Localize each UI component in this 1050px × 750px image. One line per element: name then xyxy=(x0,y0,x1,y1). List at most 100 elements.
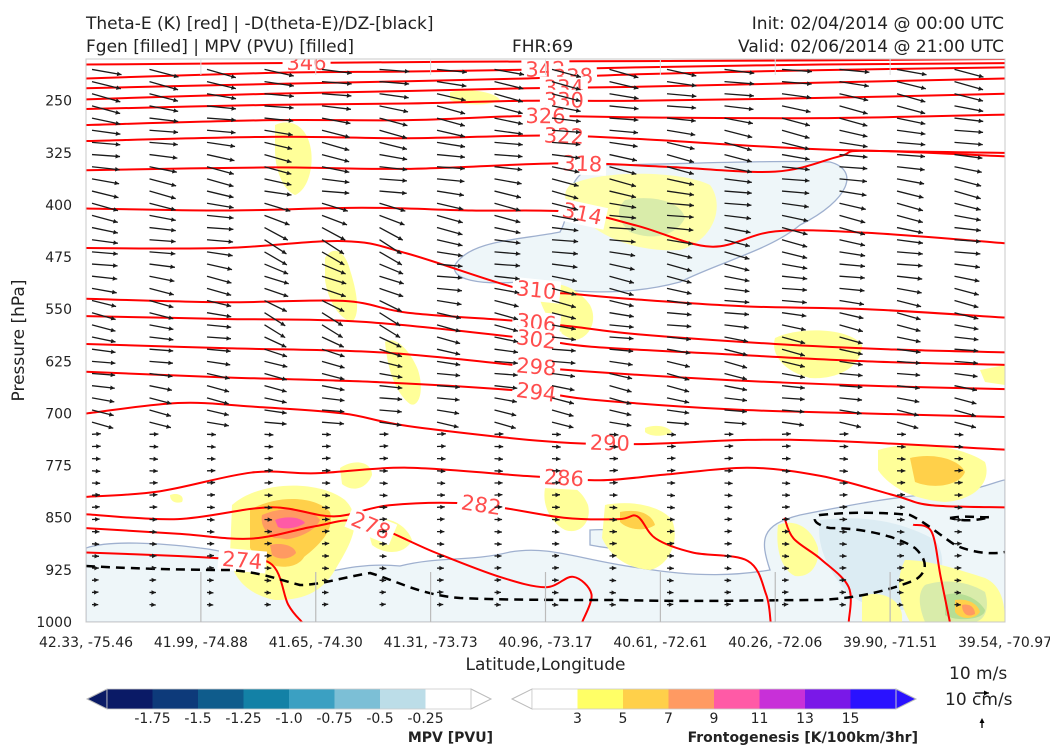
wind-vector xyxy=(321,480,331,486)
wind-vector xyxy=(609,444,619,449)
wind-vector xyxy=(896,541,905,547)
wind-vector xyxy=(206,421,229,428)
colorbar-swatch xyxy=(380,689,426,709)
wind-vector xyxy=(149,299,174,309)
wind-vector xyxy=(839,577,847,583)
wind-vector xyxy=(436,299,462,307)
wind-vector xyxy=(781,565,789,571)
wind-vector xyxy=(379,275,404,285)
wind-vector xyxy=(724,299,750,305)
wind-vector xyxy=(609,397,632,405)
wind-vector xyxy=(379,480,388,486)
wind-vector xyxy=(609,190,637,199)
wind-vector xyxy=(954,68,984,79)
wind-vector xyxy=(666,480,676,486)
wind-vector xyxy=(896,397,920,404)
wind-vector xyxy=(321,336,345,348)
wind-vector xyxy=(206,105,237,111)
y-tick-label: 850 xyxy=(45,511,72,527)
wind-vector xyxy=(436,263,463,269)
wind-vector xyxy=(206,226,234,232)
wind-vector xyxy=(551,432,561,437)
wind-vector xyxy=(91,275,118,281)
wind-vector xyxy=(954,93,984,103)
wind-vector xyxy=(379,602,386,607)
wind-vector xyxy=(494,299,519,308)
valid-time: Valid: 02/06/2014 @ 21:00 UTC xyxy=(738,37,1004,57)
wind-vector xyxy=(321,251,345,266)
wind-vector xyxy=(551,590,559,595)
theta-e-label: 346 xyxy=(286,51,326,75)
wind-vector xyxy=(781,251,808,260)
wind-vector xyxy=(666,251,693,260)
wind-vector xyxy=(264,190,292,197)
wind-vector xyxy=(896,553,905,559)
wind-vector xyxy=(91,577,99,583)
wind-vector xyxy=(379,239,402,255)
wind-vector xyxy=(781,117,811,127)
wind-vector xyxy=(206,336,232,341)
wind-vector xyxy=(494,372,518,378)
x-tick-label: 39.90, -71.51 xyxy=(843,635,937,651)
wind-vector xyxy=(494,324,519,333)
wind-vector xyxy=(666,372,690,381)
wind-vector xyxy=(436,336,461,345)
wind-vector xyxy=(839,287,865,293)
wind-vector xyxy=(91,529,100,534)
wind-vector xyxy=(666,68,697,78)
wind-vector xyxy=(954,312,979,320)
wind-vector xyxy=(379,421,402,427)
wind-vector xyxy=(379,202,406,212)
wind-vector xyxy=(379,505,388,510)
wind-vector xyxy=(264,480,273,486)
wind-vector xyxy=(839,263,866,269)
wind-vector xyxy=(321,153,350,163)
theta-e-contour xyxy=(86,149,1005,173)
wind-vector xyxy=(724,251,750,260)
wind-vector xyxy=(91,287,117,295)
wind-vector xyxy=(379,385,403,390)
wind-vector xyxy=(609,226,636,232)
wind-vector xyxy=(321,178,350,185)
wind-vector xyxy=(609,553,617,559)
theta-label-mask xyxy=(539,465,589,491)
wind-vector xyxy=(666,444,676,449)
wind-vector xyxy=(896,324,921,333)
wind-vector xyxy=(609,602,616,607)
wind-vector xyxy=(551,602,559,608)
wind-vector xyxy=(379,287,404,298)
wind-vector xyxy=(206,178,234,188)
wind-vector xyxy=(264,263,289,275)
wind-vector xyxy=(781,166,810,172)
wind-vector xyxy=(666,590,674,595)
wind-vector xyxy=(494,577,502,583)
wind-vector xyxy=(839,384,863,390)
wind-vector xyxy=(91,105,121,115)
wind-vector xyxy=(91,312,116,321)
wind-vector xyxy=(321,397,345,403)
wind-vector xyxy=(724,517,733,522)
wind-vector xyxy=(839,553,847,559)
wind-vector xyxy=(494,239,521,245)
wind-vector xyxy=(839,421,862,429)
wind-vector xyxy=(839,117,868,127)
wind-vector xyxy=(781,178,810,183)
wind-vector xyxy=(264,590,271,595)
x-tick-label: 40.96, -73.17 xyxy=(498,635,592,651)
wind-vector xyxy=(551,372,576,379)
wind-vector xyxy=(91,348,116,355)
wind-vector xyxy=(91,372,116,378)
colorbar-swatch xyxy=(759,689,806,709)
x-tick-label: 40.61, -72.61 xyxy=(613,635,707,651)
wind-vector xyxy=(436,529,445,534)
wind-vector xyxy=(206,492,215,498)
wind-vector xyxy=(609,239,636,244)
colorbar-swatch xyxy=(850,689,897,709)
wind-vector xyxy=(551,324,576,331)
wind-vector xyxy=(436,590,444,595)
wind-vector xyxy=(666,468,676,473)
wind-vector xyxy=(494,141,523,147)
wind-vector xyxy=(609,421,632,428)
wind-vector xyxy=(264,202,291,212)
wind-vector xyxy=(91,80,122,90)
